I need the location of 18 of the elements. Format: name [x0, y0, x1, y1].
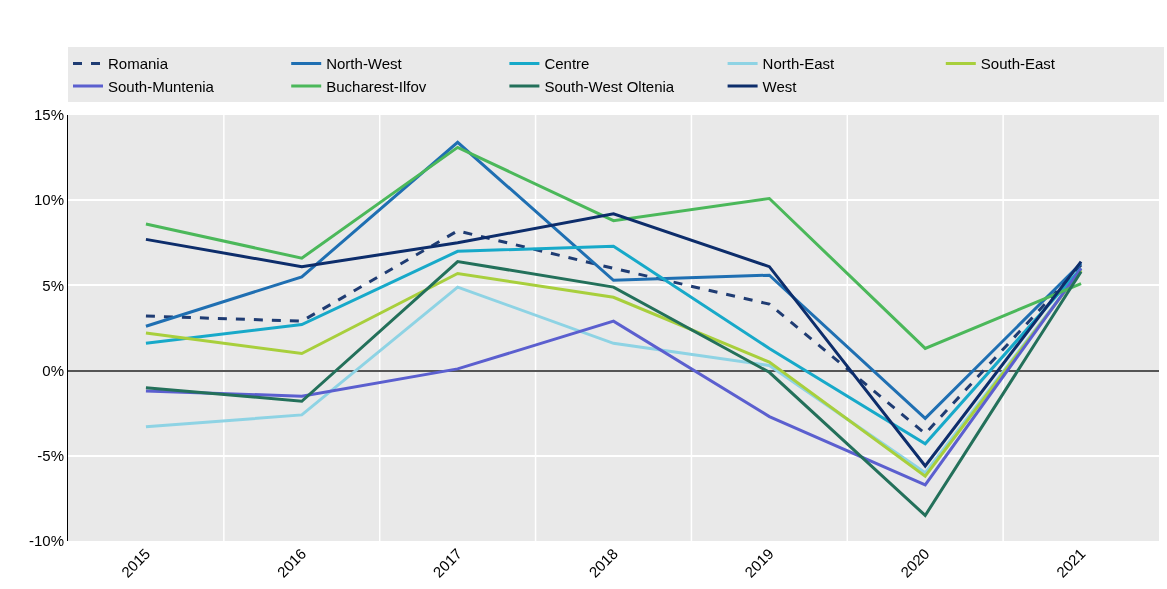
legend-label: South-Muntenia: [108, 77, 215, 95]
y-tick-label: 10%: [33, 191, 64, 209]
legend-label: Romania: [108, 55, 169, 73]
legend-label: Bucharest-Ilfov: [326, 77, 427, 95]
legend-label: South-East: [980, 55, 1056, 73]
legend-label: Centre: [544, 55, 590, 73]
y-tick-label: -5%: [37, 447, 64, 465]
y-tick-label: 5%: [42, 276, 64, 294]
line-series: [144, 212, 1083, 468]
legend-label: West: [762, 77, 798, 95]
y-tick-label: 15%: [33, 106, 64, 124]
legend-label: South-West Oltenia: [544, 77, 675, 95]
legend-label: North-West: [326, 55, 403, 73]
legend-label: North-East: [762, 55, 836, 73]
y-tick-label: -10%: [28, 532, 64, 550]
line-series: [144, 140, 1083, 420]
y-tick-label: 0%: [42, 361, 64, 379]
line-series: [144, 145, 1083, 350]
